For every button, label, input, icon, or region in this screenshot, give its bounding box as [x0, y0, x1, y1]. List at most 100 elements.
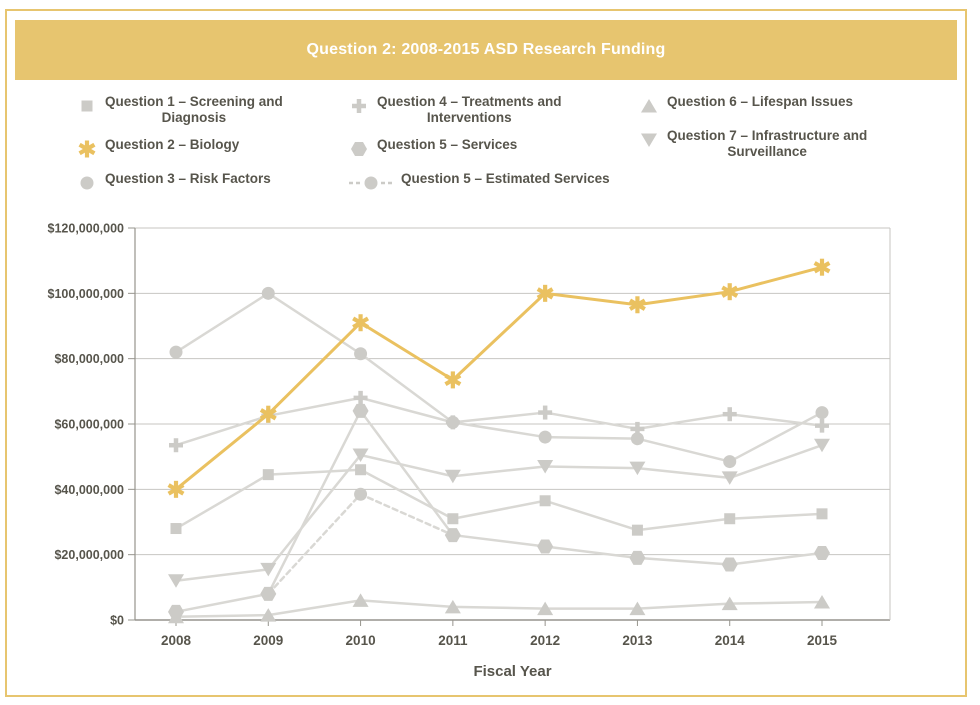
asterisk-legend-icon: [78, 140, 96, 158]
series-line-question-2-biology: [174, 266, 824, 492]
circle-legend-icon: [80, 176, 94, 190]
marker-square-2011: [447, 513, 459, 525]
dashed-circle-legend-icon: [349, 176, 393, 190]
legend-item-question-5-services: Question 5 – Services: [348, 137, 628, 160]
marker-circle-2012: [538, 430, 552, 444]
chart-container: $0 $20,000,000 $40,000,000 $60,000,000 $80,0…: [7, 206, 965, 686]
legend-label: Question 7 – Infrastructure and Surveill…: [667, 128, 868, 160]
legend-label: Question 1 – Screening and Diagnosis: [105, 94, 283, 126]
legend-label: Question 4 – Treatments and Intervention…: [377, 94, 562, 126]
marker-triangle-down-2013: [629, 461, 646, 476]
marker-plus-2012: [542, 405, 548, 420]
marker-asterisk-2009: [259, 408, 277, 421]
x-tick-label: 2014: [715, 633, 746, 648]
marker-circle-2010: [354, 488, 368, 502]
marker-triangle-down-2014: [721, 471, 738, 486]
marker-hexagon-2012: [537, 539, 554, 554]
marker-square-2015: [816, 508, 828, 520]
series-question-5-services: [168, 404, 830, 620]
marker-circle-2008: [169, 346, 183, 360]
square-legend-icon: [81, 100, 93, 112]
plus-legend-icon: [352, 99, 366, 113]
page-frame: Question 2: 2008-2015 ASD Research Fundi…: [5, 9, 967, 697]
marker-triangle-up-2015: [814, 595, 830, 609]
legend-item-question-6-lifespan-issues: Question 6 – Lifespan Issues: [638, 94, 896, 117]
legend-label: Question 6 – Lifespan Issues: [667, 94, 854, 109]
series-line-question-5-estimated-services: [267, 493, 455, 596]
marker-triangle-down-2008: [168, 574, 184, 589]
marker-hexagon-2008: [168, 605, 184, 620]
marker-asterisk-2013: [628, 299, 646, 312]
triangle-up-icon: [641, 99, 657, 113]
title-banner: Question 2: 2008-2015 ASD Research Fundi…: [15, 20, 957, 80]
x-tick-label: 2009: [253, 633, 283, 648]
y-tick-label: $0: [110, 614, 124, 628]
marker-triangle-down-2010: [352, 448, 369, 463]
funding-line-chart: $0 $20,000,000 $40,000,000 $60,000,000 $80,0…: [48, 222, 891, 680]
marker-asterisk-2012: [536, 287, 554, 300]
marker-hexagon-2014: [721, 557, 738, 572]
marker-plus-2015: [819, 419, 825, 434]
circle-icon: [80, 176, 94, 190]
series-question-2-biology: [167, 259, 831, 499]
hexagon-icon: [351, 142, 367, 157]
legend-label: Question 5 – Estimated Services: [401, 171, 610, 187]
legend-label: Question 2 – Biology: [105, 137, 240, 153]
legend-item-question-2-biology: Question 2 – Biology: [76, 137, 338, 160]
series-line-question-4-treatments-and-interventions: [174, 396, 824, 447]
x-tick-label: 2013: [622, 633, 653, 648]
marker-circle-2014: [723, 455, 737, 469]
triangle-up-legend-icon: [641, 99, 657, 113]
legend-item-question-3-risk-factors: Question 3 – Risk Factors: [76, 171, 338, 194]
series-line-question-6-lifespan-issues: [174, 599, 824, 619]
marker-plus-2014: [727, 407, 732, 422]
legend-column-2: Question 4 – Treatments and Intervention…: [348, 94, 628, 194]
series-line-question-3-risk-factors: [174, 292, 824, 464]
legend-item-question-1-screening-and: Question 1 – Screening and Diagnosis: [76, 94, 338, 126]
marker-asterisk-2010: [352, 316, 370, 330]
series-question-7-infrastructure-and-surveillance: [168, 439, 830, 589]
marker-triangle-up-2009: [260, 608, 277, 622]
marker-asterisk-2008: [167, 483, 185, 496]
marker-square-2010: [355, 464, 367, 476]
series-question-4-treatments-and-interventions: [169, 391, 829, 453]
x-tick-label: 2015: [807, 633, 838, 648]
marker-plus-2010: [358, 391, 363, 406]
marker-square-2014: [724, 513, 736, 525]
marker-circle-2009: [261, 587, 275, 601]
marker-square-2013: [631, 525, 643, 537]
marker-hexagon-2010: [352, 404, 369, 419]
x-axis-title: Fiscal Year: [473, 663, 551, 680]
y-tick-label: $40,000,000: [54, 483, 124, 497]
y-tick-label: $100,000,000: [48, 287, 125, 301]
hexagon-legend-icon: [351, 142, 367, 157]
y-tick-label: $80,000,000: [54, 353, 124, 367]
marker-triangle-up-2012: [537, 601, 554, 616]
legend-label: Question 5 – Services: [377, 137, 518, 153]
asterisk-icon: [78, 143, 96, 156]
legend-item-question-7-infrastructure-and: Question 7 – Infrastructure and Surveill…: [638, 128, 896, 160]
marker-triangle-down-2011: [444, 470, 461, 484]
marker-triangle-up-2010: [352, 593, 369, 608]
triangle-down-icon: [641, 133, 657, 147]
marker-circle-2011: [446, 528, 460, 542]
marker-hexagon-2013: [629, 551, 646, 566]
y-tick-label: $60,000,000: [54, 418, 124, 432]
marker-triangle-down-2015: [814, 439, 830, 453]
marker-triangle-up-2013: [629, 601, 646, 616]
series-line-question-1-screening-and-diagnosis: [174, 468, 824, 532]
series-question-1-screening-and-diagnosis: [170, 464, 828, 537]
marker-triangle-up-2014: [721, 597, 738, 611]
marker-triangle-up-2011: [444, 600, 461, 614]
square-icon: [81, 100, 93, 112]
legend-column-1: Question 1 – Screening and Diagnosis Ques…: [76, 94, 338, 194]
marker-square-2012: [539, 495, 551, 507]
legend: Question 1 – Screening and Diagnosis Ques…: [7, 94, 965, 194]
x-tick-label: 2010: [346, 633, 376, 648]
marker-square-2008: [170, 523, 182, 535]
x-tick-label: 2012: [530, 633, 560, 648]
marker-plus-2013: [635, 422, 640, 437]
marker-plus-2011: [450, 415, 456, 430]
y-tick-label: $120,000,000: [48, 222, 125, 236]
legend-item-question-4-treatments-and: Question 4 – Treatments and Intervention…: [348, 94, 628, 126]
